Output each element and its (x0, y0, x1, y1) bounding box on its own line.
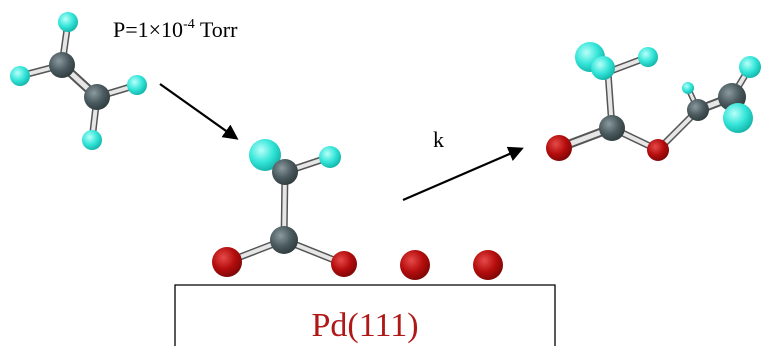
hydrogen-atom (58, 12, 78, 32)
hydrogen-atom (10, 66, 30, 86)
hydrogen-atom (739, 56, 761, 78)
pressure-prefix: P=1×10 (113, 17, 183, 42)
hydrogen-atom (127, 75, 147, 95)
carbon-atom (84, 84, 110, 110)
adsorption-arrow (159, 83, 239, 140)
oxygen-atom (212, 247, 242, 277)
carbon-atom (270, 226, 298, 254)
carbon-atom (599, 115, 625, 141)
carbon-atom (272, 159, 298, 185)
pressure-label: P=1×10-4 Torr (113, 17, 238, 42)
carbon-atom (49, 52, 75, 78)
gas-phase-molecule (10, 12, 147, 150)
pd-surface-slab: Pd(111) (174, 284, 556, 346)
hydrogen-atom (682, 82, 694, 94)
oxygen-atom (473, 250, 503, 280)
surface-label: Pd(111) (311, 307, 418, 344)
hydrogen-atom (82, 130, 102, 150)
hydrogen-atom (723, 103, 753, 133)
adsorbed-acetate (212, 139, 357, 277)
pressure-unit: Torr (195, 17, 238, 42)
slab-outline (174, 284, 556, 346)
pressure-exponent: -4 (183, 17, 195, 32)
reaction-arrow (402, 146, 524, 202)
surface-oxygen-atoms (400, 250, 503, 280)
oxygen-atom (400, 250, 430, 280)
carbon-atom (687, 99, 709, 121)
product-molecule (546, 42, 761, 161)
oxygen-atom (546, 135, 572, 161)
hydrogen-atom (319, 146, 341, 168)
hydrogen-atom (638, 47, 658, 67)
hydrogen-atom (249, 139, 281, 171)
oxygen-atom (331, 251, 357, 277)
rate-constant-label: k (433, 127, 444, 152)
oxygen-atom (647, 139, 669, 161)
hydrogen-atom (591, 56, 615, 80)
